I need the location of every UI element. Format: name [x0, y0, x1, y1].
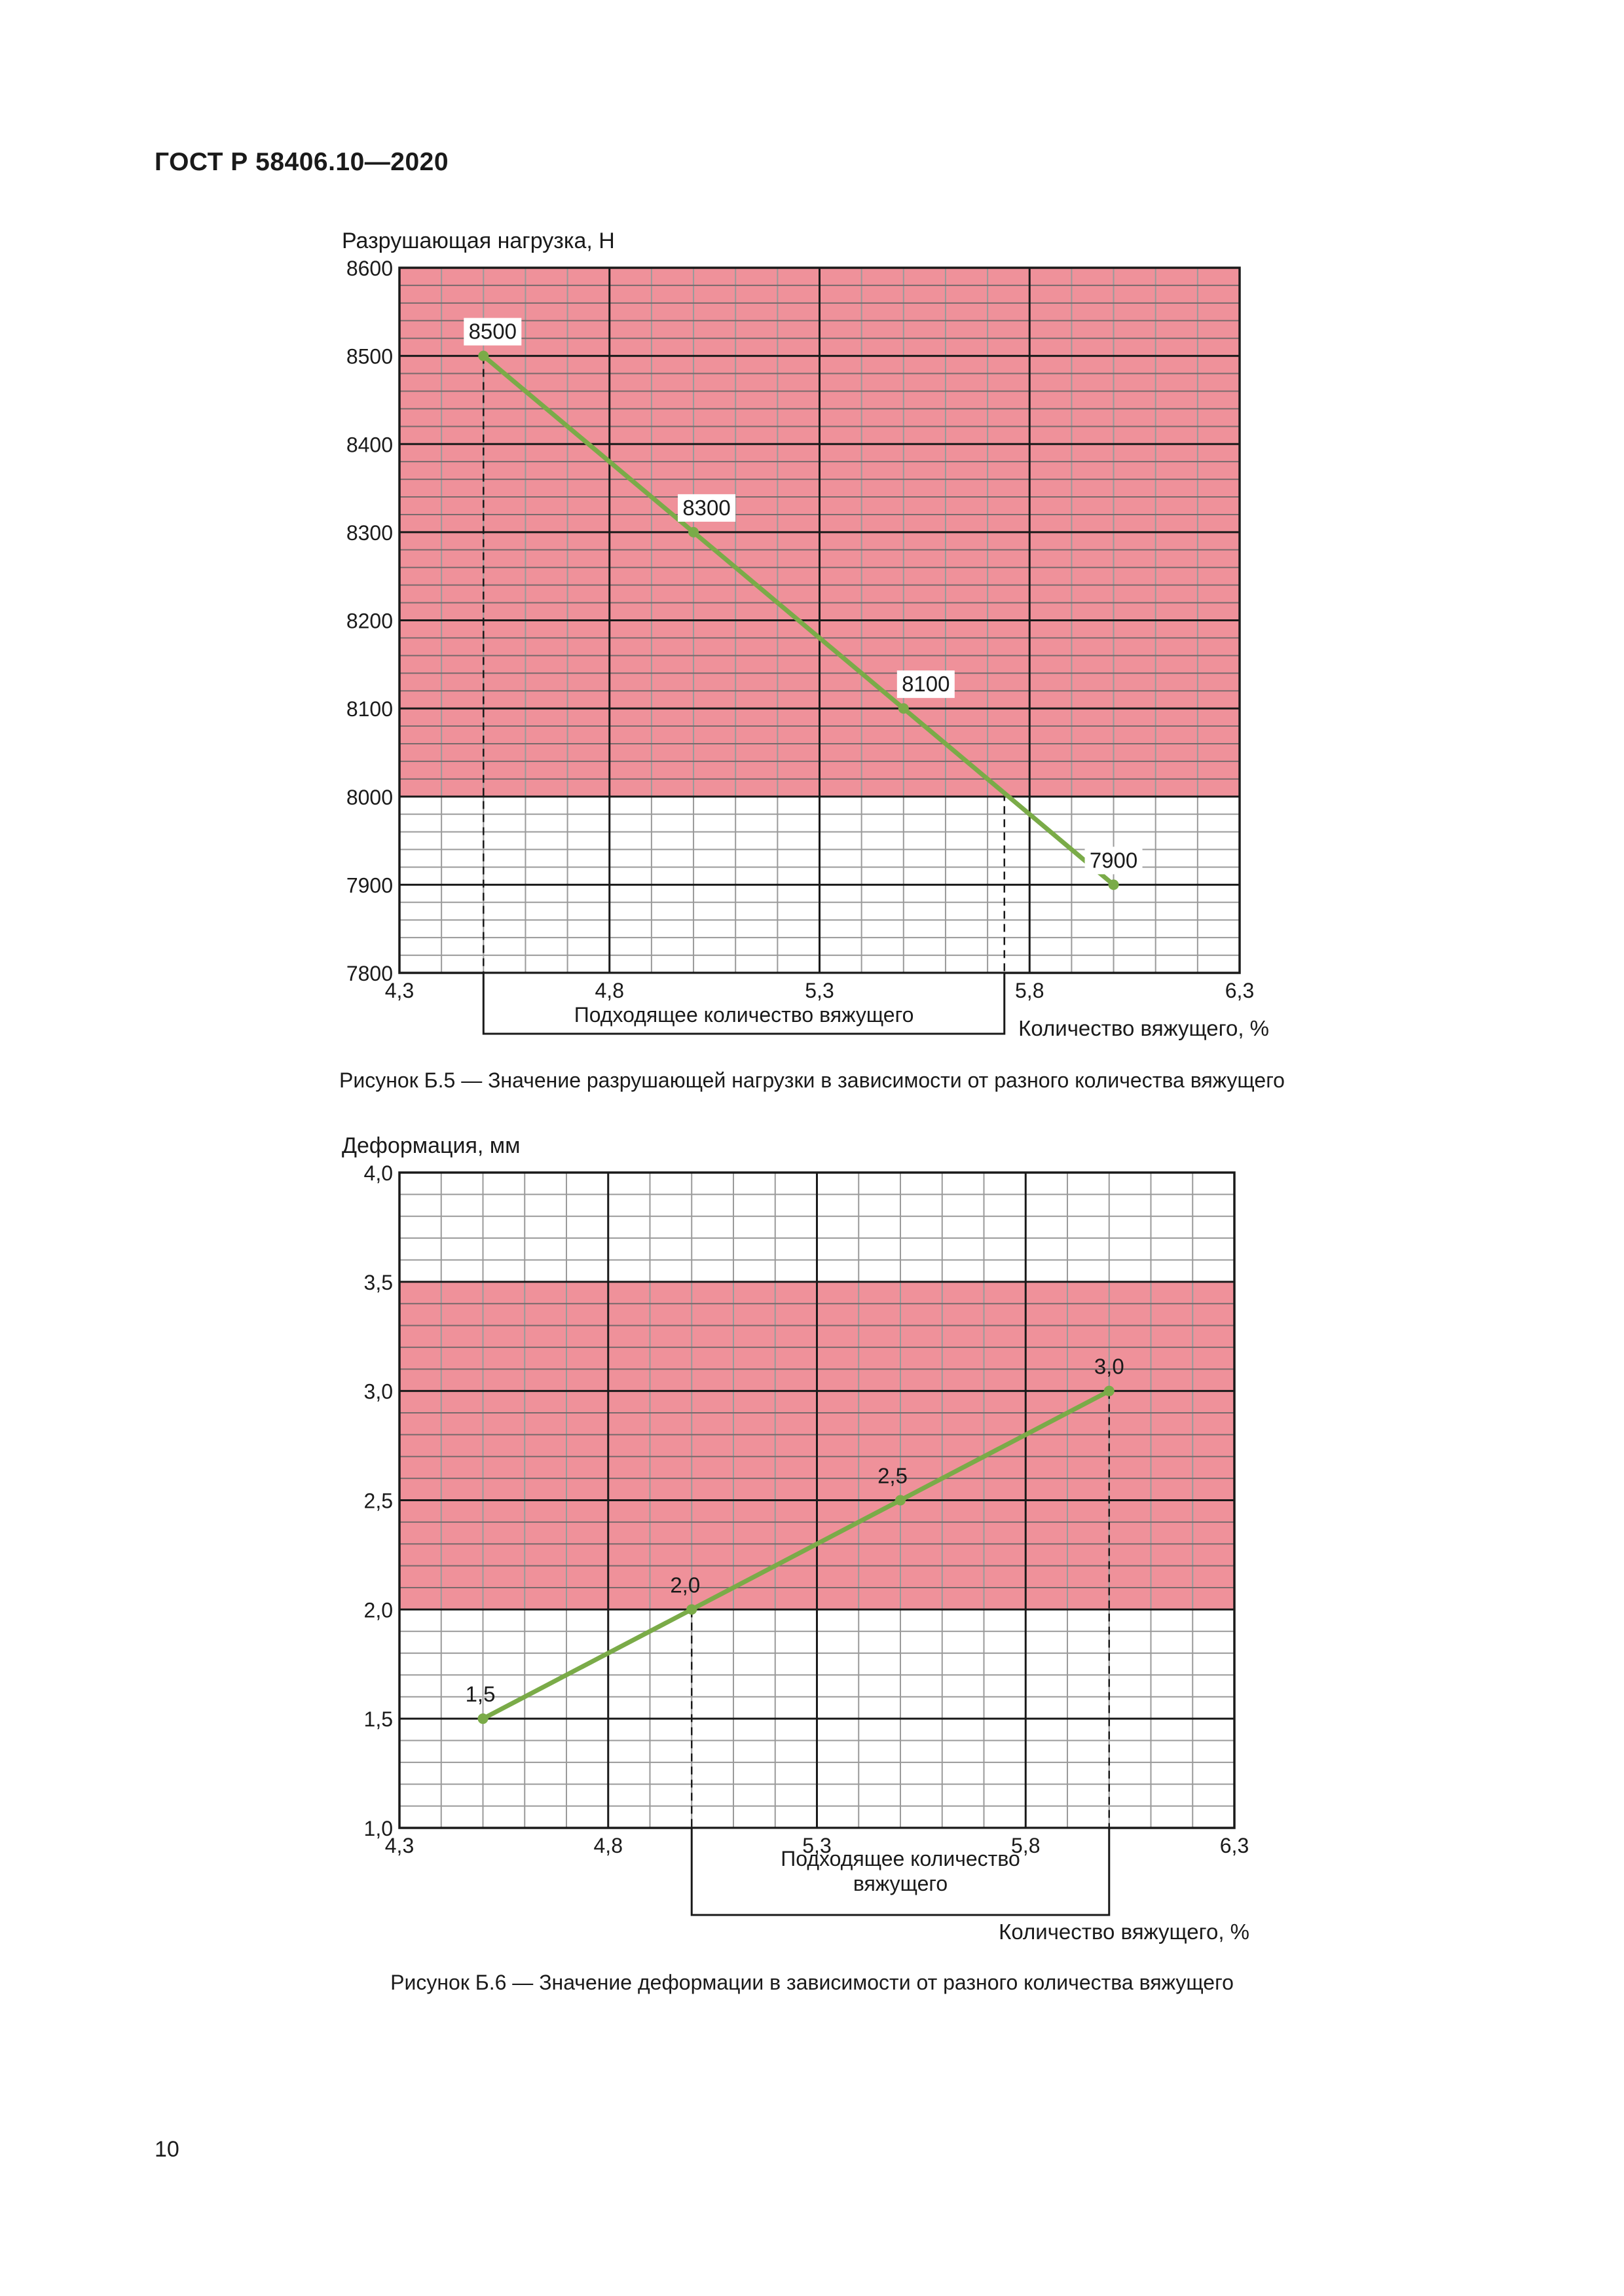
y-tick-label: 2,5 — [364, 1489, 393, 1513]
data-label: 8500 — [469, 319, 517, 344]
x-tick-label: 5,8 — [1015, 979, 1044, 1002]
y-tick-label: 2,0 — [364, 1598, 393, 1622]
suitable-range-label: вяжущего — [853, 1872, 948, 1895]
x-tick-label: 4,8 — [595, 979, 624, 1002]
suitable-range-box — [482, 972, 1006, 1035]
y-tick-label: 1,5 — [364, 1707, 393, 1731]
data-label-bg — [896, 670, 955, 699]
y-tick-label: 8600 — [346, 257, 393, 280]
data-label-bg — [464, 318, 522, 346]
suitable-range-box — [690, 1827, 1111, 1916]
data-label: 3,0 — [1094, 1355, 1124, 1379]
y-tick-label: 8300 — [346, 521, 393, 545]
series-line — [482, 354, 1115, 887]
data-point — [478, 350, 489, 361]
x-tick-label: 5,8 — [1011, 1834, 1040, 1857]
data-point — [477, 1713, 489, 1724]
y-tick-label: 7900 — [346, 873, 393, 897]
data-point — [895, 1495, 906, 1506]
y-tick-label: 4,0 — [364, 1161, 393, 1185]
page-number: 10 — [155, 2137, 179, 2162]
x-tick-label: 5,3 — [805, 979, 834, 1002]
data-point — [1103, 1385, 1115, 1396]
x-tick-label: 4,8 — [594, 1834, 623, 1857]
data-label-bg — [678, 494, 736, 522]
breaking-load-chart: Подходящее количество вяжущего 4,3 4,8 5,3 5… — [342, 228, 1269, 1040]
y-tick-label: 8200 — [346, 610, 393, 633]
data-label-bg — [1084, 847, 1143, 875]
data-label: 8100 — [902, 672, 950, 696]
y-tick-label: 8500 — [346, 345, 393, 369]
y-tick-label: 8400 — [346, 433, 393, 456]
y-axis-title: Деформация, мм — [342, 1133, 521, 1158]
series-line — [481, 1389, 1111, 1721]
figure-b6-caption: Рисунок Б.6 — Значение деформации в зави… — [390, 1971, 1234, 1994]
figure-b5-caption: Рисунок Б.5 — Значение разрушающей нагру… — [339, 1068, 1285, 1092]
x-tick-label: 6,3 — [1220, 1834, 1249, 1857]
y-tick-label: 8100 — [346, 697, 393, 721]
x-axis-title: Количество вяжущего, % — [999, 1920, 1249, 1944]
x-axis-title: Количество вяжущего, % — [1018, 1016, 1269, 1040]
y-tick-label: 8000 — [346, 786, 393, 809]
y-tick-label: 1,0 — [364, 1817, 393, 1840]
data-label: 1,5 — [466, 1682, 496, 1706]
data-point — [686, 1604, 697, 1615]
x-tick-label: 6,3 — [1225, 979, 1254, 1002]
data-label: 8300 — [682, 496, 730, 520]
y-tick-label: 3,5 — [364, 1271, 393, 1294]
suitable-range-label: Подходящее количество — [781, 1847, 1020, 1870]
data-label: 2,0 — [670, 1573, 700, 1597]
data-point — [1108, 879, 1119, 890]
document-header: ГОСТ Р 58406.10—2020 — [155, 148, 449, 176]
suitable-range-label: Подходящее количество вяжущего — [574, 1003, 914, 1027]
x-tick-label: 5,3 — [802, 1834, 831, 1857]
y-axis-title: Разрушающая нагрузка, Н — [342, 228, 615, 253]
data-point — [898, 703, 909, 714]
y-tick-label: 3,0 — [364, 1380, 393, 1404]
data-label: 2,5 — [877, 1464, 908, 1488]
x-tick-label: 4,3 — [385, 1834, 414, 1857]
data-label: 7900 — [1090, 848, 1137, 872]
y-tick-label: 7800 — [346, 962, 393, 985]
data-point — [688, 526, 699, 538]
x-tick-label: 4,3 — [385, 979, 414, 1002]
